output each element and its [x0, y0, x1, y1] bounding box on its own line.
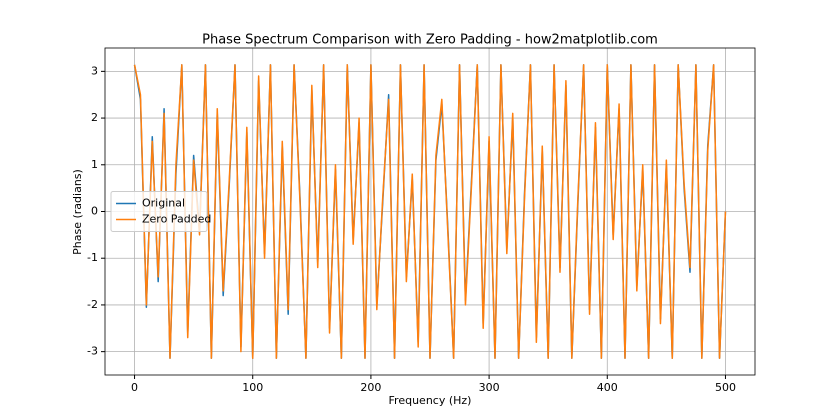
data-line	[133, 64, 727, 359]
y-tick-label: 0	[91, 205, 98, 218]
legend-label: Original	[142, 197, 185, 210]
y-tick-label: -2	[87, 298, 98, 311]
x-tick-label: 500	[715, 381, 736, 394]
x-tick-label: 400	[597, 381, 618, 394]
legend-label: Zero Padded	[142, 213, 211, 226]
x-axis-label: Frequency (Hz)	[389, 394, 472, 407]
x-tick-label: 0	[131, 381, 138, 394]
y-tick-label: -1	[87, 251, 98, 264]
legend: Original Zero Padded	[110, 191, 211, 232]
y-axis-label: Phase (radians)	[71, 169, 84, 255]
x-tick-label: 100	[242, 381, 263, 394]
y-tick-label: 1	[91, 158, 98, 171]
y-tick-label: 2	[91, 111, 98, 124]
x-tick-label: 300	[479, 381, 500, 394]
chart-title: Phase Spectrum Comparison with Zero Padd…	[202, 33, 658, 48]
y-tick-label: -3	[87, 345, 98, 358]
plot-frame	[104, 47, 756, 376]
x-tick-label: 200	[360, 381, 381, 394]
legend-box	[110, 191, 208, 232]
y-tick-label: 3	[91, 64, 98, 77]
